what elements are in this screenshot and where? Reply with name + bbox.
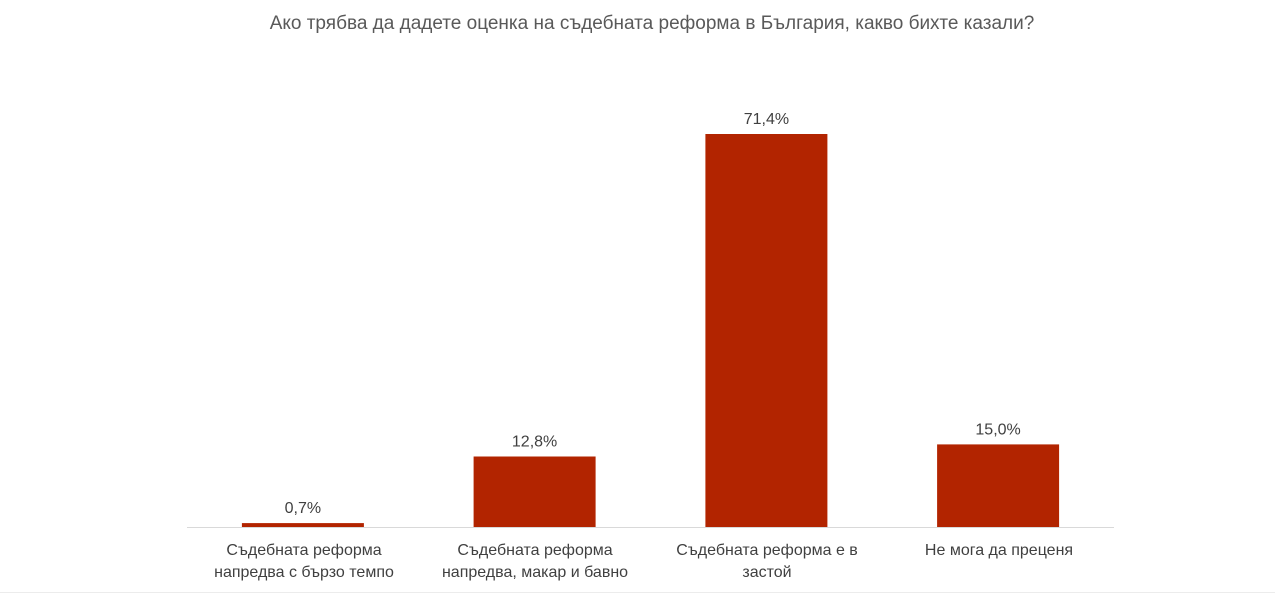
divider bbox=[0, 592, 1275, 593]
category-label: Не мога да преценя bbox=[924, 542, 1074, 559]
data-label: 12,8% bbox=[512, 434, 557, 451]
chart-title: Ако трябва да дадете оценка на съдебната… bbox=[269, 13, 1035, 34]
data-label: 15,0% bbox=[975, 421, 1020, 438]
bar bbox=[937, 444, 1060, 527]
category-label: Съдебната реформа напредва с бързо темпо bbox=[214, 542, 394, 581]
category-label: Съдебната реформа напредва, макар и бавн… bbox=[441, 542, 629, 581]
data-label: 0,7% bbox=[285, 500, 321, 517]
data-label: 71,4% bbox=[744, 111, 789, 128]
category-label: Съдебната реформа е в застой bbox=[676, 542, 858, 581]
bar bbox=[705, 134, 828, 527]
bar bbox=[241, 523, 364, 527]
bar bbox=[473, 456, 596, 527]
